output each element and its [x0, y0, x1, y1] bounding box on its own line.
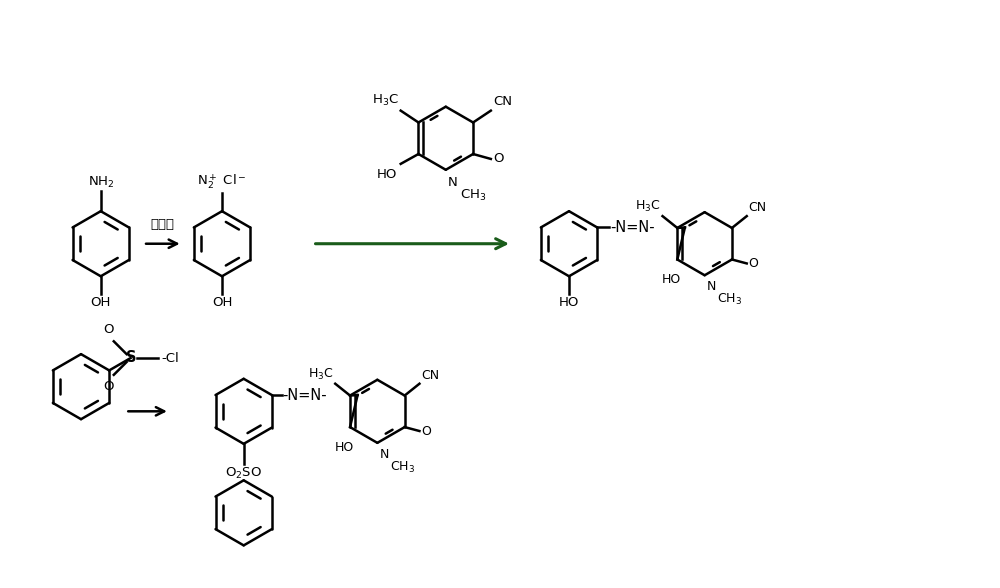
Text: N$_2^+$ Cl$^-$: N$_2^+$ Cl$^-$ [197, 173, 247, 192]
Text: CH$_3$: CH$_3$ [460, 188, 486, 203]
Text: HO: HO [662, 273, 681, 286]
Text: O: O [493, 152, 503, 165]
Text: CN: CN [749, 201, 767, 214]
Text: -N=N-: -N=N- [283, 387, 327, 403]
Text: O$_2$SO: O$_2$SO [225, 466, 262, 480]
Text: CH$_3$: CH$_3$ [390, 460, 415, 475]
Text: H$_3$C: H$_3$C [635, 199, 661, 214]
Text: CN: CN [493, 95, 512, 108]
Text: 重氮化: 重氮化 [151, 218, 175, 231]
Text: N: N [707, 280, 716, 293]
Text: OH: OH [212, 296, 232, 309]
Text: HO: HO [376, 168, 397, 181]
Text: O: O [104, 380, 114, 393]
Text: N: N [448, 176, 458, 189]
Text: HO: HO [559, 296, 579, 309]
Text: NH$_2$: NH$_2$ [88, 175, 114, 189]
Text: O: O [421, 425, 431, 437]
Text: -N=N-: -N=N- [610, 220, 655, 235]
Text: HO: HO [334, 441, 354, 454]
Text: CN: CN [421, 369, 440, 382]
Text: N: N [379, 448, 389, 461]
Text: CH$_3$: CH$_3$ [717, 292, 743, 307]
Text: H$_3$C: H$_3$C [308, 367, 333, 382]
Text: H$_3$C: H$_3$C [372, 92, 399, 108]
Text: -Cl: -Cl [161, 352, 179, 365]
Text: S: S [126, 350, 137, 365]
Text: OH: OH [91, 296, 111, 309]
Text: O: O [104, 323, 114, 336]
Text: O: O [749, 257, 759, 270]
